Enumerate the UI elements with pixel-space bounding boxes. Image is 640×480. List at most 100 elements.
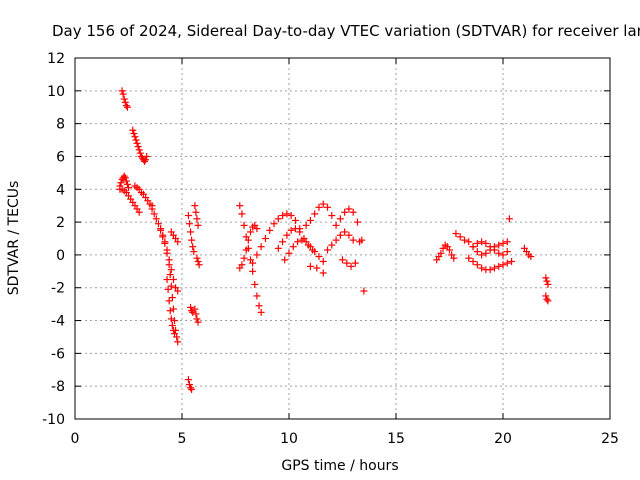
data-point (437, 249, 445, 257)
data-point (240, 221, 248, 229)
data-point (166, 307, 174, 315)
data-point (242, 246, 250, 254)
data-point (148, 205, 156, 213)
data-point (274, 244, 282, 252)
data-point (469, 243, 477, 251)
data-point (154, 220, 162, 228)
y-tick-label: -10 (42, 412, 65, 428)
data-point (495, 249, 503, 257)
data-point (187, 303, 195, 311)
data-point (121, 98, 129, 106)
data-point (192, 208, 200, 216)
data-point (324, 246, 332, 254)
x-axis-label: GPS time / hours (281, 458, 398, 474)
data-point (157, 226, 165, 234)
chart-title: Day 156 of 2024, Sidereal Day-to-day VTE… (52, 22, 640, 40)
data-point (261, 235, 269, 242)
data-point (473, 239, 481, 247)
data-point (123, 180, 131, 188)
grid (75, 58, 610, 419)
data-point (253, 225, 261, 233)
data-point (253, 292, 261, 300)
data-point (135, 208, 143, 216)
data-point (465, 238, 473, 246)
data-point (495, 241, 503, 249)
data-point (131, 133, 139, 141)
data-point (257, 308, 265, 316)
data-point (294, 238, 302, 246)
data-point (166, 271, 174, 279)
x-tick-label: 5 (178, 431, 187, 447)
data-point (125, 184, 132, 192)
data-point (358, 236, 366, 244)
data-point (351, 259, 359, 267)
data-point (332, 221, 340, 229)
data-point (296, 228, 304, 236)
data-point (257, 243, 265, 251)
data-point (192, 310, 200, 318)
data-point (473, 248, 481, 256)
data-point (184, 376, 192, 384)
data-point (130, 129, 138, 137)
data-point (133, 139, 141, 147)
data-point (306, 262, 314, 270)
data-point (169, 276, 177, 284)
data-point (486, 266, 494, 274)
data-point (503, 259, 511, 267)
plot-frame (74, 57, 611, 420)
data-point (300, 235, 308, 242)
data-point (544, 280, 552, 288)
data-point (456, 233, 464, 241)
data-point (236, 202, 244, 210)
data-point (505, 215, 513, 223)
data-point (495, 262, 503, 270)
data-point (283, 210, 291, 218)
data-point (251, 280, 259, 288)
data-point (184, 212, 192, 220)
data-point (191, 305, 199, 313)
data-point (238, 261, 246, 269)
data-point (315, 253, 323, 261)
y-tick-label: -4 (51, 314, 65, 330)
data-point (167, 282, 175, 290)
data-point (291, 225, 299, 233)
data-point (132, 136, 140, 144)
data-point (360, 287, 368, 295)
data-point (185, 220, 193, 228)
data-point (163, 276, 171, 284)
data-point (174, 287, 182, 295)
data-point (452, 230, 460, 238)
data-point (281, 256, 289, 264)
data-point (169, 326, 177, 334)
data-point (194, 318, 202, 326)
data-point (285, 249, 293, 257)
data-point (117, 179, 125, 187)
data-point (482, 239, 490, 247)
data-point (123, 103, 131, 111)
data-point (287, 212, 295, 220)
data-point (302, 221, 310, 229)
data-point (336, 215, 344, 223)
y-tick-label: -2 (51, 281, 65, 297)
data-point (328, 212, 336, 220)
y-tick-label: 0 (56, 248, 65, 264)
data-point (122, 102, 130, 110)
y-tick-label: 12 (47, 51, 65, 67)
data-point (244, 236, 252, 244)
data-point (490, 264, 498, 272)
data-point (353, 218, 361, 226)
data-point (270, 220, 278, 228)
data-point (339, 256, 346, 264)
data-point (527, 253, 535, 261)
data-point (122, 177, 130, 185)
data-point (336, 231, 344, 239)
data-point (503, 238, 511, 246)
data-point (195, 261, 203, 269)
data-point (289, 243, 297, 251)
data-point (503, 248, 511, 256)
data-point (118, 87, 126, 95)
y-tick-label: 2 (56, 215, 65, 231)
data-point (120, 172, 128, 180)
x-tick-label: 10 (280, 431, 298, 447)
